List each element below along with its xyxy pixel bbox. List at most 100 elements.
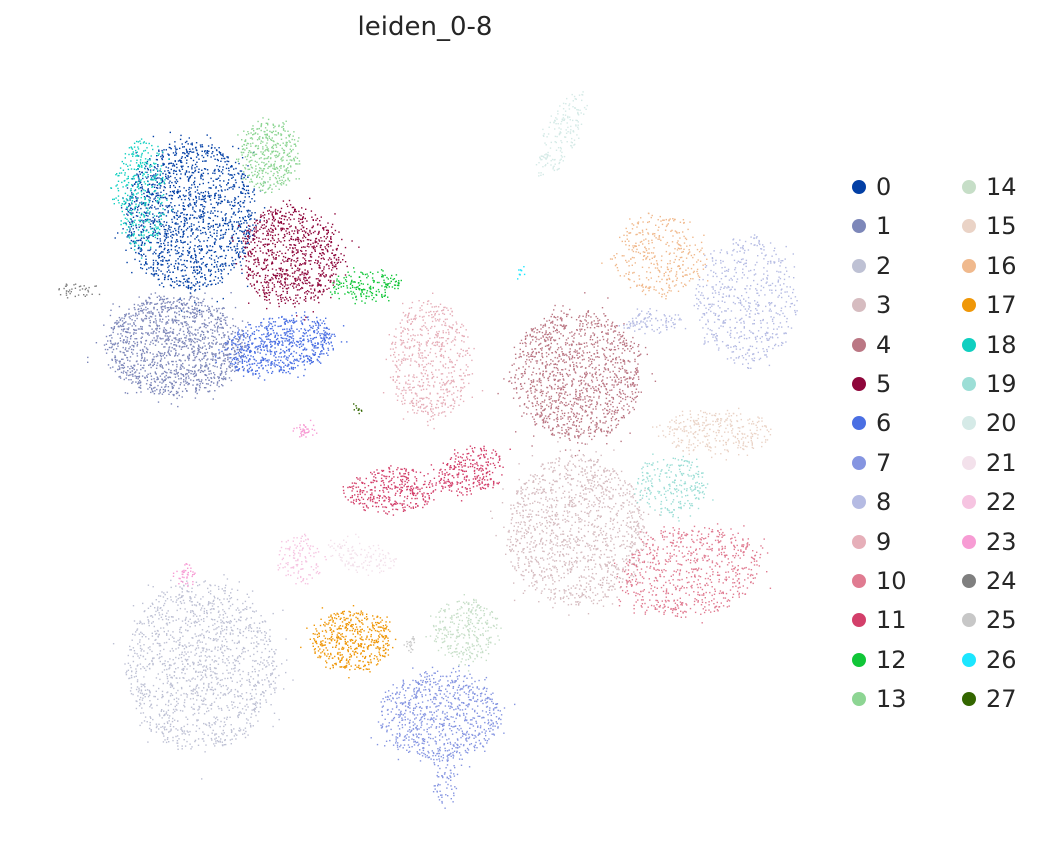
cluster-11-points — [342, 465, 437, 516]
legend-marker — [962, 574, 976, 588]
legend-label: 22 — [986, 488, 1017, 517]
legend-label: 7 — [876, 448, 892, 477]
cluster-16-points — [601, 212, 709, 300]
legend-marker — [852, 416, 866, 431]
legend-marker — [962, 692, 976, 707]
legend-item-13: 13 — [852, 684, 907, 714]
cluster-15-points — [652, 407, 772, 461]
legend-marker — [852, 180, 866, 194]
legend-marker — [962, 377, 976, 391]
legend: 0 1 2 3 4 5 6 7 8 9 10 11 12 13 14 15 16 17 18 19 20 21 22 23 24… — [852, 172, 1052, 732]
cluster-8-points — [693, 234, 798, 369]
legend-label: 25 — [986, 606, 1017, 635]
legend-item-21: 21 — [962, 448, 1017, 478]
legend-label: 11 — [876, 606, 907, 635]
cluster-23-points — [292, 419, 318, 438]
legend-item-1: 1 — [852, 211, 891, 241]
legend-marker — [962, 337, 976, 352]
legend-marker — [852, 574, 866, 588]
legend-item-23: 23 — [962, 527, 1017, 557]
legend-marker — [852, 534, 866, 549]
legend-item-0: 0 — [852, 172, 891, 202]
legend-label: 18 — [986, 330, 1017, 359]
legend-label: 17 — [986, 291, 1017, 320]
legend-label: 8 — [876, 488, 892, 517]
cluster-12-points — [329, 267, 402, 305]
legend-item-25: 25 — [962, 605, 1017, 635]
legend-label: 16 — [986, 251, 1017, 280]
cluster-22-points — [277, 533, 327, 585]
cluster-27-points — [353, 403, 363, 415]
cluster-2-points — [112, 574, 294, 780]
cluster-3-points — [490, 432, 661, 616]
cluster-8-points — [618, 308, 687, 335]
legend-marker — [962, 652, 976, 667]
legend-label: 10 — [876, 567, 907, 595]
legend-item-3: 3 — [852, 290, 891, 320]
legend-label: 4 — [876, 330, 892, 359]
cluster-14-points — [425, 594, 502, 672]
legend-marker — [852, 613, 866, 628]
cluster-13-points — [236, 117, 301, 194]
legend-marker — [962, 455, 976, 470]
legend-item-2: 2 — [852, 251, 891, 281]
chart-title: leiden_0-8 — [357, 12, 493, 42]
legend-item-4: 4 — [852, 330, 891, 360]
cluster-26-points — [517, 266, 526, 280]
legend-label: 12 — [876, 645, 907, 674]
legend-label: 1 — [876, 212, 892, 241]
cluster-10-points — [613, 523, 772, 624]
legend-label: 19 — [986, 370, 1017, 398]
legend-marker — [852, 692, 866, 707]
cluster-1-points — [87, 292, 262, 408]
legend-item-12: 12 — [852, 645, 907, 675]
legend-marker — [852, 495, 866, 510]
legend-label: 5 — [876, 370, 892, 398]
legend-label: 23 — [986, 527, 1017, 556]
legend-item-22: 22 — [962, 487, 1017, 517]
legend-label: 14 — [986, 173, 1017, 201]
legend-label: 3 — [876, 291, 892, 320]
cluster-4-points — [497, 292, 657, 457]
legend-marker — [962, 495, 976, 510]
cluster-24-points — [58, 283, 101, 299]
legend-label: 6 — [876, 409, 892, 438]
legend-marker — [962, 180, 976, 194]
legend-marker — [962, 613, 976, 628]
legend-marker — [962, 258, 976, 273]
legend-label: 0 — [876, 173, 892, 201]
legend-marker — [962, 298, 976, 313]
legend-item-8: 8 — [852, 487, 891, 517]
cluster-19-points — [634, 453, 714, 522]
legend-item-15: 15 — [962, 211, 1017, 241]
cluster-18-points — [110, 138, 173, 259]
legend-marker — [852, 258, 866, 273]
legend-marker — [852, 652, 866, 667]
cluster-0-points — [114, 131, 266, 312]
cluster-17-points — [300, 605, 397, 679]
cluster-21-points — [327, 533, 397, 576]
legend-marker — [852, 337, 866, 352]
cluster-25-points — [403, 636, 416, 653]
cluster-7-points — [432, 743, 459, 809]
cluster-9-points — [382, 292, 484, 430]
cluster-11-points — [429, 445, 511, 502]
cluster-23-points — [172, 563, 196, 588]
legend-label: 27 — [986, 685, 1017, 714]
legend-label: 9 — [876, 527, 892, 556]
legend-item-27: 27 — [962, 684, 1017, 714]
legend-item-14: 14 — [962, 172, 1017, 202]
scatter-points — [58, 91, 798, 809]
legend-marker — [852, 298, 866, 313]
legend-item-26: 26 — [962, 645, 1017, 675]
legend-marker — [852, 219, 866, 234]
cluster-6-points — [214, 311, 348, 381]
cluster-20-points — [535, 91, 588, 177]
legend-item-20: 20 — [962, 408, 1017, 438]
legend-item-16: 16 — [962, 251, 1017, 281]
legend-label: 26 — [986, 645, 1017, 674]
legend-item-6: 6 — [852, 408, 891, 438]
legend-item-11: 11 — [852, 605, 907, 635]
legend-item-10: 10 — [852, 566, 907, 596]
legend-label: 24 — [986, 567, 1017, 595]
